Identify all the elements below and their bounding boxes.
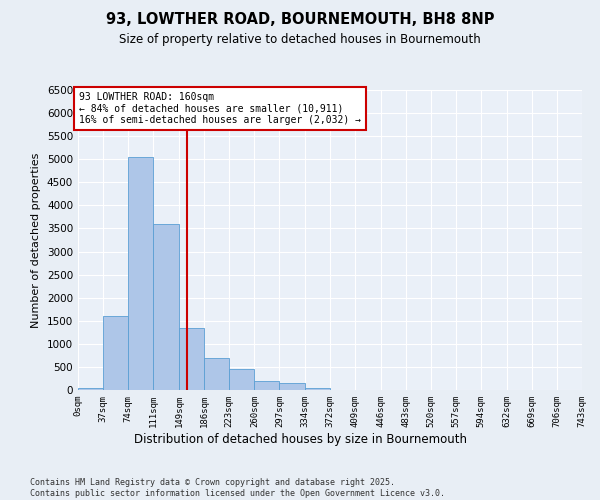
Text: 93 LOWTHER ROAD: 160sqm
← 84% of detached houses are smaller (10,911)
16% of sem: 93 LOWTHER ROAD: 160sqm ← 84% of detache… bbox=[79, 92, 361, 124]
Bar bbox=[78, 388, 103, 390]
Bar bbox=[254, 381, 280, 390]
Y-axis label: Number of detached properties: Number of detached properties bbox=[31, 152, 41, 328]
Bar bbox=[204, 358, 229, 390]
Bar bbox=[128, 157, 153, 390]
Text: Contains HM Land Registry data © Crown copyright and database right 2025.
Contai: Contains HM Land Registry data © Crown c… bbox=[30, 478, 445, 498]
Text: 93, LOWTHER ROAD, BOURNEMOUTH, BH8 8NP: 93, LOWTHER ROAD, BOURNEMOUTH, BH8 8NP bbox=[106, 12, 494, 28]
Bar bbox=[179, 328, 204, 390]
Bar bbox=[229, 369, 254, 390]
Bar bbox=[280, 383, 305, 390]
Text: Size of property relative to detached houses in Bournemouth: Size of property relative to detached ho… bbox=[119, 32, 481, 46]
Bar bbox=[305, 388, 331, 390]
Text: Distribution of detached houses by size in Bournemouth: Distribution of detached houses by size … bbox=[133, 432, 467, 446]
Bar bbox=[153, 224, 179, 390]
Bar bbox=[103, 316, 128, 390]
